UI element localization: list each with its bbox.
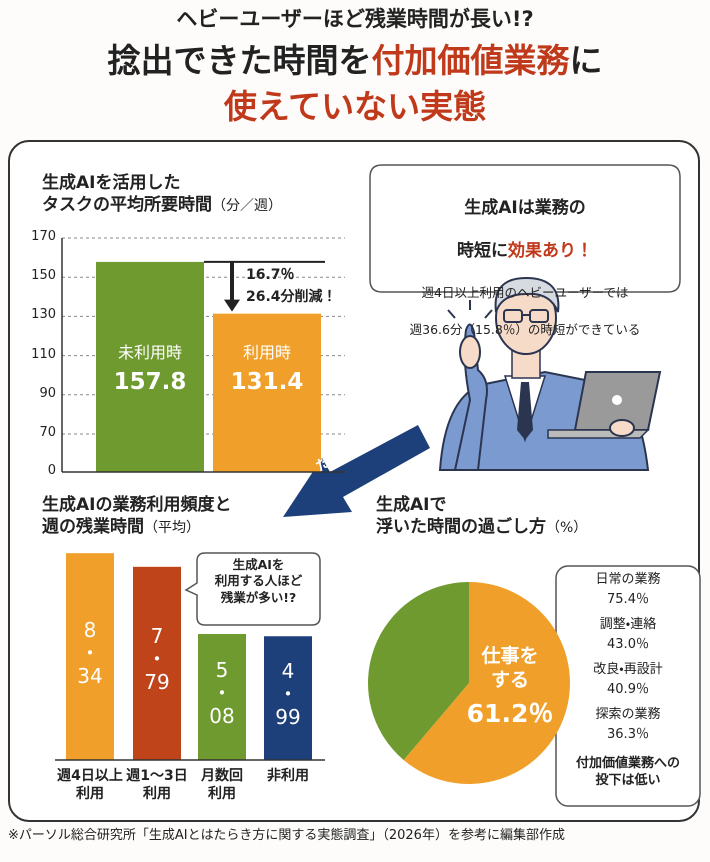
breakdown-label: 日常の業務 xyxy=(595,572,661,587)
annotation-arrow-head xyxy=(224,299,240,312)
breakdown-value: 40.9％ xyxy=(607,682,649,697)
title-row: 捻出できた時間を付加価値業務に xyxy=(0,40,710,83)
y-tick-label: 0 xyxy=(47,463,56,478)
category-label: 週4日以上 利用 xyxy=(57,768,123,803)
callout-line: 週36.6分（15.8％）の時短ができている xyxy=(409,321,641,337)
hair xyxy=(494,276,560,313)
callout-text: 時短に xyxy=(457,240,508,261)
breakdown-value: 75.4％ xyxy=(607,592,649,607)
annotation: 生成AIを 利用する人ほど 残業が多い!? xyxy=(214,557,303,605)
tie xyxy=(517,382,533,440)
chart-title-block: 生成AIを活用した タスクの平均所要時間（分／週） xyxy=(42,172,282,216)
transition-arrow xyxy=(283,425,430,517)
chart-subtitle: （平均） xyxy=(144,520,200,537)
chart-title: 生成AIで 浮いた時間の過ごし方 xyxy=(376,495,546,538)
category-label: 非利用 xyxy=(267,768,309,784)
man-illustration xyxy=(438,276,662,471)
title-highlight: 付加価値業務 xyxy=(371,41,570,80)
slice-value: 61.2％ xyxy=(466,699,554,728)
category-label: 月数回 利用 xyxy=(201,768,243,803)
slice-label: 仕事を する xyxy=(481,645,539,691)
annotation: 26.4分削減！ xyxy=(246,289,337,305)
bar xyxy=(264,636,312,760)
y-tick-label: 90 xyxy=(39,385,56,401)
breakdown-label: 調整・連絡 xyxy=(599,617,657,632)
chart-title: 生成AIの業務利用頻度と 週の残業時間 xyxy=(42,495,232,538)
value-label: 157.8 xyxy=(113,369,187,395)
y-tick-label: 110 xyxy=(31,346,56,362)
callout-line: 生成AIは業務の xyxy=(464,197,586,218)
chart-title-block: 生成AIの業務利用頻度と 週の残業時間（平均） xyxy=(42,494,231,538)
breakdown-value: 43.0％ xyxy=(607,637,649,652)
chart-subtitle: （%） xyxy=(546,520,588,537)
y-tick-label: 170 xyxy=(31,229,56,244)
breakdown-note: 付加価値業務への 投下は低い xyxy=(575,756,680,788)
value-label: 5 ・ 08 xyxy=(209,658,235,728)
category-label: 週1〜3日 利用 xyxy=(126,768,188,803)
sparkle xyxy=(447,300,493,319)
breakdown-value: 36.3％ xyxy=(607,727,649,742)
kicker: ヘビーユーザーほど残業時間が長い!? xyxy=(176,7,534,31)
callout-line: 週4日以上利用のヘビーユーザーでは xyxy=(421,284,629,300)
y-tick-label: 150 xyxy=(31,268,56,284)
hand xyxy=(459,335,481,369)
bar xyxy=(213,313,321,472)
bar xyxy=(96,261,204,472)
y-tick-label: 130 xyxy=(31,307,56,323)
bar xyxy=(66,553,114,760)
pie-slice xyxy=(368,582,469,761)
callout-line: 時短に効果あり！ xyxy=(370,240,680,262)
title-line: 使えていない実態 xyxy=(223,87,487,126)
category-label: 未利用時 xyxy=(117,343,182,362)
breakdown-label: 改良・再設計 xyxy=(593,662,663,677)
y-tick-label: 70 xyxy=(39,425,56,440)
category-label: 利用時 xyxy=(242,343,291,362)
title-text: 捻出できた時間を xyxy=(107,41,372,80)
value-label: 4 ・ 99 xyxy=(275,659,301,730)
value-label: 7 ・ 79 xyxy=(144,624,170,695)
bar xyxy=(198,634,246,760)
callout-highlight: 効果あり！ xyxy=(508,240,593,261)
value-label: 8 ・ 34 xyxy=(77,617,103,688)
bar xyxy=(133,566,181,760)
chart-title: 生成AIを活用した タスクの平均所要時間 xyxy=(42,173,212,216)
title-text: に xyxy=(569,41,603,80)
pie-slice xyxy=(403,582,570,784)
glasses xyxy=(503,309,549,323)
footnote: ※パーソル総合研究所「生成AIとはたらき方に関する実態調査」（2026年）を参考… xyxy=(8,828,565,843)
breakdown-label: 探索の業務 xyxy=(595,707,661,722)
annotation: 16.7％ xyxy=(246,267,295,283)
value-label: 131.4 xyxy=(230,369,304,395)
chart-subtitle: （分／週） xyxy=(212,198,282,215)
annotation-bubble xyxy=(184,552,321,626)
hand xyxy=(609,419,635,437)
chart-title-block: 生成AIで 浮いた時間の過ごし方（%） xyxy=(376,494,587,538)
laptop-logo xyxy=(612,395,622,405)
callout-text: 生成AIは業務の 時短に効果あり！ 週4日以上利用のヘビーユーザーでは 週36.… xyxy=(370,176,680,359)
raised-arm xyxy=(453,323,488,471)
